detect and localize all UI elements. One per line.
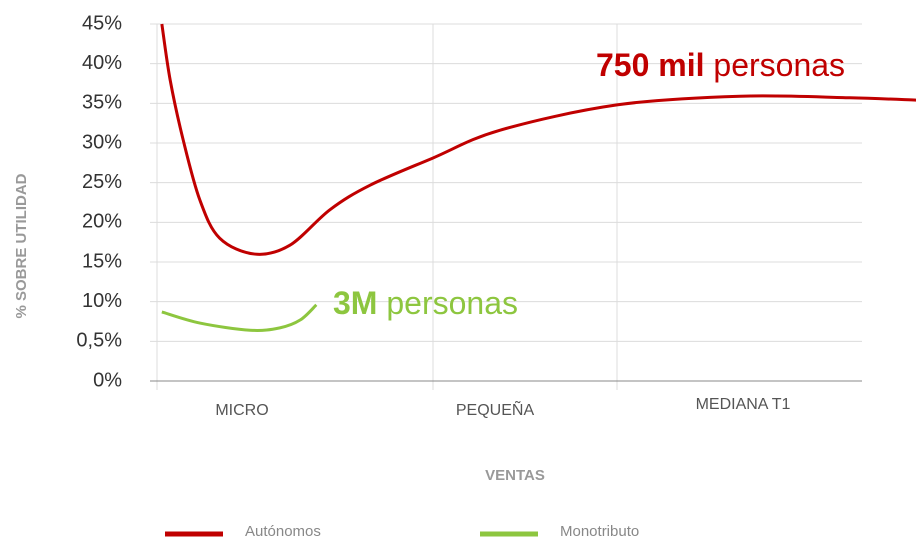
y-tick-label: 40% — [82, 52, 122, 74]
y-tick-label: 25% — [82, 171, 122, 193]
legend-label: Autónomos — [245, 523, 321, 540]
y-tick-label: 15% — [82, 250, 122, 272]
y-tick-label: 0% — [93, 369, 122, 391]
annotation: 3M personas — [333, 285, 518, 321]
y-tick-label: 35% — [82, 92, 122, 114]
y-axis-title: % SOBRE UTILIDAD — [13, 173, 30, 318]
line — [160, 23, 916, 256]
y-tick-label: 45% — [82, 12, 122, 34]
x-tick-label: MEDIANA T1 — [696, 396, 791, 413]
annotation: 750 mil personas — [596, 47, 845, 83]
x-axis-title: VENTAS — [485, 467, 545, 484]
y-tick-label: 30% — [82, 131, 122, 153]
y-tick-label: 10% — [82, 290, 122, 312]
y-tick-label: 0,5% — [76, 330, 122, 352]
annotation-bold: 750 mil — [596, 47, 705, 83]
x-tick-label: MICRO — [215, 402, 268, 419]
legend-label: Monotributo — [560, 523, 639, 540]
x-tick-label: PEQUEÑA — [456, 399, 535, 419]
line — [161, 303, 318, 332]
annotation-text: personas — [377, 285, 518, 321]
annotation-bold: 3M — [333, 285, 377, 321]
annotation-text: personas — [705, 47, 846, 83]
y-tick-label: 20% — [82, 211, 122, 233]
